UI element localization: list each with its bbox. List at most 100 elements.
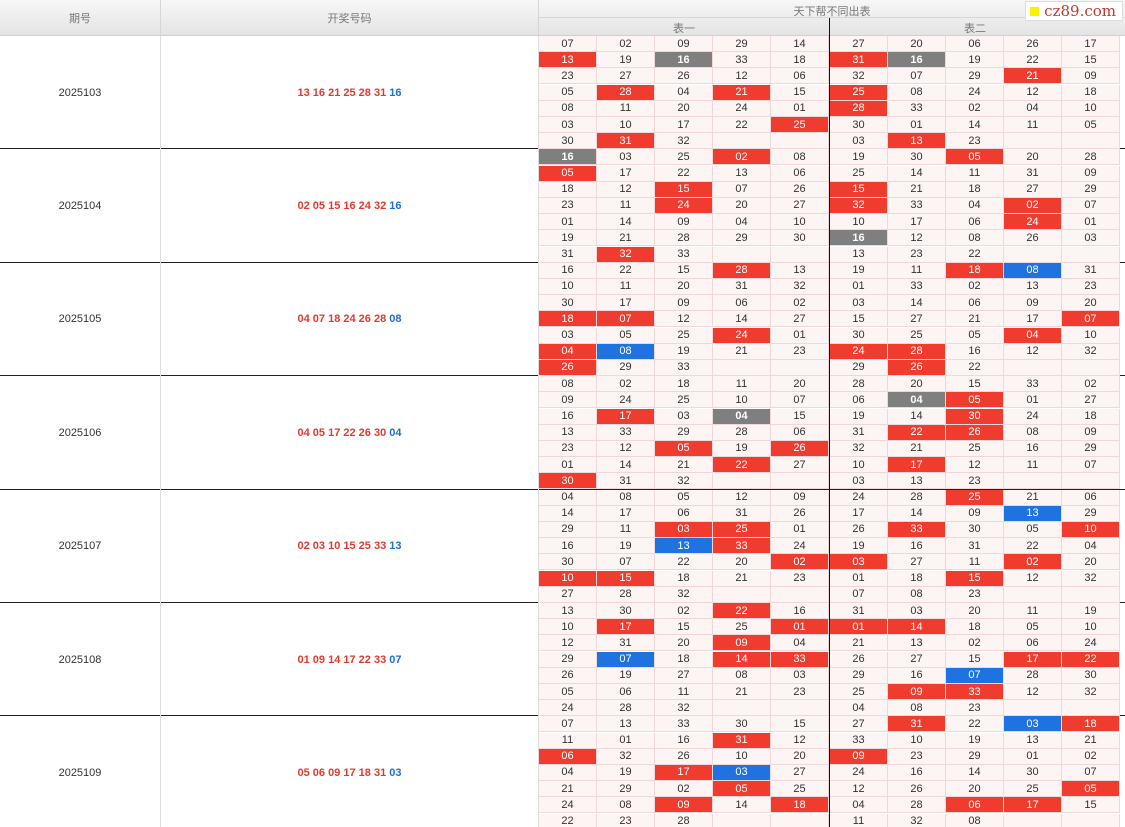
number-cell: 21: [655, 457, 713, 474]
number-cell: 07: [539, 716, 597, 733]
number-cell: 29: [597, 781, 655, 798]
number-cell: 32: [830, 68, 888, 85]
number-cell: 32: [597, 246, 655, 263]
number-cell: 28: [597, 586, 655, 603]
number-cell: 17: [1062, 36, 1120, 52]
number-cell: 22: [713, 457, 771, 474]
period-group: 2025103 13 16 21 25 28 31 16 07 02 09 29 14 13 19…: [0, 36, 1125, 150]
number-cell: 33: [713, 52, 771, 69]
number-cell: 24: [830, 764, 888, 781]
number-cell: 06: [713, 295, 771, 312]
number-cell: 26: [771, 440, 829, 457]
header-table-two: 表二: [964, 23, 986, 35]
number-cell: 15: [771, 84, 829, 101]
number-cell: 04: [539, 489, 597, 506]
number-cell: 25: [771, 117, 829, 133]
site-logo[interactable]: cz89.com: [1025, 1, 1123, 21]
number-cell: 14: [771, 36, 829, 52]
number-cell: 32: [655, 700, 713, 717]
number-cell: 20: [655, 100, 713, 117]
number-cell: 24: [830, 489, 888, 506]
number-cell: 20: [713, 197, 771, 214]
number-cell: 26: [830, 521, 888, 538]
number-cell: 17: [597, 165, 655, 182]
number-cell: 04: [771, 635, 829, 652]
number-cell: 11: [597, 197, 655, 214]
number-cell: 22: [1062, 651, 1120, 668]
number-cell: 30: [771, 230, 829, 247]
number-cell: 29: [830, 359, 888, 376]
header-table-group: 天下帮不同出表: [793, 6, 871, 18]
number-cell: 16: [888, 764, 946, 781]
number-cell: 12: [597, 181, 655, 198]
number-cell: 32: [655, 586, 713, 603]
number-cell: 31: [1004, 165, 1062, 182]
number-cell: 29: [539, 651, 597, 668]
number-cell: 05: [1062, 781, 1120, 798]
number-cell: 26: [946, 424, 1004, 441]
number-cell: 08: [888, 84, 946, 101]
number-cell: 13: [713, 165, 771, 182]
number-cell: 24: [1004, 408, 1062, 425]
number-cell: 19: [597, 52, 655, 69]
number-cell: 03: [771, 667, 829, 684]
draw-numbers: 04 07 18 24 26 28 08: [161, 262, 539, 377]
number-cell: 19: [830, 408, 888, 425]
number-cell: 23: [539, 440, 597, 457]
number-cell: 26: [888, 359, 946, 376]
number-cell: 07: [597, 311, 655, 328]
number-cell: 03: [539, 327, 597, 344]
number-cell: 07: [713, 181, 771, 198]
number-cell: 31: [713, 732, 771, 749]
number-cell: 05: [655, 440, 713, 457]
number-cell: 07: [539, 36, 597, 52]
number-cell: 31: [713, 278, 771, 295]
number-cell: 12: [1004, 570, 1062, 587]
number-cell: 01: [1004, 748, 1062, 765]
draw-numbers: 13 16 21 25 28 31 16: [161, 36, 539, 150]
number-cell: 14: [888, 505, 946, 522]
number-cell: 12: [1004, 84, 1062, 101]
number-cell: [771, 586, 829, 603]
number-cell: 03: [655, 408, 713, 425]
number-cell: 03: [1062, 230, 1120, 247]
number-cell: 16: [1004, 440, 1062, 457]
number-cell: 22: [946, 359, 1004, 376]
number-cell: 28: [888, 797, 946, 814]
number-cell: 09: [1062, 68, 1120, 85]
number-cell: 25: [771, 781, 829, 798]
number-cell: 22: [539, 813, 597, 827]
number-cell: [713, 586, 771, 603]
period-group: 2025108 01 09 14 17 22 33 07 13 30 02 22 16 10 17…: [0, 603, 1125, 717]
number-cell: 08: [946, 813, 1004, 827]
number-cell: 20: [1062, 295, 1120, 312]
number-cell: 22: [713, 117, 771, 133]
number-cell: 01: [771, 521, 829, 538]
number-cell: 25: [713, 619, 771, 636]
number-cell: 27: [1062, 392, 1120, 409]
header-table-one: 表一: [673, 23, 695, 35]
number-cell: 23: [1062, 278, 1120, 295]
number-cell: 03: [830, 554, 888, 571]
number-cell: 30: [830, 117, 888, 133]
number-cell: 21: [713, 570, 771, 587]
number-cell: 29: [539, 521, 597, 538]
period-number: 2025105: [0, 262, 161, 377]
number-cell: 21: [713, 684, 771, 700]
number-cell: 13: [539, 52, 597, 69]
number-cell: [1062, 473, 1120, 490]
number-cell: 23: [946, 700, 1004, 717]
number-cell: 05: [539, 684, 597, 700]
number-cell: 11: [1004, 117, 1062, 133]
number-cell: 12: [713, 68, 771, 85]
number-cell: 06: [597, 684, 655, 700]
number-cell: 21: [830, 635, 888, 652]
number-cell: 09: [830, 748, 888, 765]
number-cell: 13: [597, 716, 655, 733]
number-cell: 11: [539, 732, 597, 749]
number-cell: 18: [1062, 716, 1120, 733]
number-cell: 06: [946, 295, 1004, 312]
number-cell: 08: [1004, 424, 1062, 441]
number-cell: 19: [597, 764, 655, 781]
number-cell: 20: [1004, 149, 1062, 166]
